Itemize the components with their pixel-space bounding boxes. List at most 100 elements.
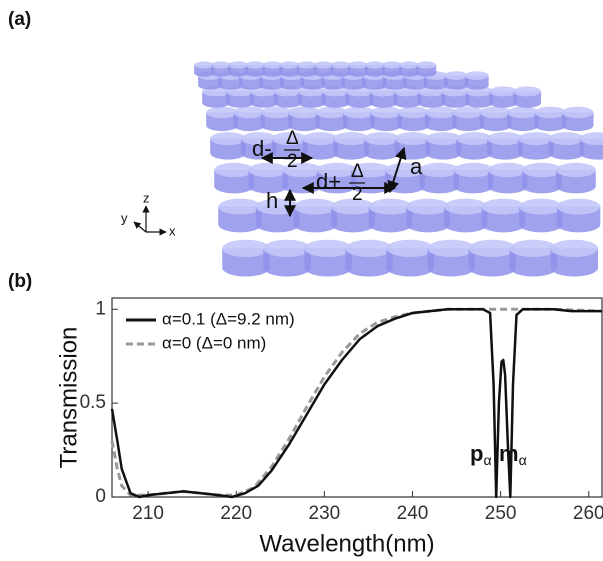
nanodisk-top — [522, 162, 562, 178]
nanodisk-top — [452, 106, 485, 119]
plot-frame — [111, 297, 603, 498]
nanodisk-top — [507, 106, 539, 119]
nanodisk-top — [262, 61, 283, 69]
nanodisk-top — [382, 61, 402, 69]
nanodisk-top — [342, 106, 375, 119]
label-delta: Δ — [286, 128, 299, 149]
nanodisk-top — [556, 198, 601, 215]
nanodisk-top — [370, 106, 402, 119]
axis-label: y — [121, 210, 128, 225]
annotation-subscript: α — [483, 452, 491, 468]
label-h: h — [266, 188, 278, 213]
nanodisk-top — [288, 106, 320, 119]
annotation: pα — [470, 441, 492, 468]
nanodisk-top — [218, 198, 262, 215]
x-tick-label: 240 — [397, 503, 429, 524]
nanodisk-top — [419, 162, 460, 178]
nanodisk-top — [313, 61, 334, 69]
nanodisk-top — [248, 162, 288, 178]
annotation: mα — [499, 441, 527, 468]
nanodisk-array — [194, 61, 603, 277]
nanodisk-top — [210, 132, 246, 146]
nanodisk-top — [228, 61, 249, 69]
nanodisk-top — [517, 132, 554, 146]
nanodisk-top — [282, 162, 323, 178]
nanodisk-top — [487, 132, 523, 146]
nanodisk-top — [481, 198, 526, 215]
x-axis-label: Wavelength(nm) — [259, 530, 434, 557]
nanodisk-top — [351, 162, 391, 178]
nanodisk-top — [550, 239, 599, 258]
x-tick-label: 230 — [309, 503, 341, 524]
arrow — [387, 146, 407, 194]
nanodisk-top — [293, 198, 338, 215]
nanodisk-top — [579, 132, 603, 146]
nanodisk-top — [279, 61, 300, 69]
nanodisk-top — [519, 198, 563, 215]
nanodisk-top — [304, 239, 352, 258]
nanodisk-top — [509, 239, 558, 258]
nanodisk-top — [534, 106, 567, 119]
nanodisk-top — [315, 106, 348, 119]
x-tick-label: 210 — [132, 503, 164, 524]
nanodisk-top — [487, 162, 528, 178]
nanodisk-top — [211, 61, 232, 69]
nanodisk-top — [365, 61, 385, 69]
label-delta: Δ — [351, 161, 364, 182]
axis-arrow — [133, 221, 147, 233]
y-tick-label: 0.5 — [80, 392, 106, 413]
nanodisk-top — [214, 162, 254, 178]
nanodisk-top — [425, 106, 457, 119]
nanodisk-top — [489, 86, 518, 97]
nanodisk-top — [453, 162, 494, 178]
nanodisk-top — [260, 106, 293, 119]
nanodisk-top — [513, 86, 542, 97]
nanodisk-top — [561, 106, 594, 119]
nanodisk-top — [364, 132, 400, 146]
y-tick-label: 1 — [95, 298, 106, 319]
nanodisk-top — [386, 239, 434, 258]
label-d-plus: d+ — [316, 169, 341, 194]
panel-label: (a) — [8, 9, 31, 30]
nanodisk-top — [331, 198, 375, 215]
nanodisk-top — [443, 198, 488, 215]
axis-label: x — [169, 223, 176, 238]
nanodisk-top — [556, 162, 596, 178]
nanodisk-top — [263, 239, 311, 258]
nanodisk-top — [399, 61, 420, 69]
nanodisk-top — [333, 132, 369, 146]
panel-label: (b) — [8, 271, 32, 292]
nanodisk-top — [427, 239, 475, 258]
nanodisk-top — [468, 239, 516, 258]
nanodisk-top — [368, 198, 413, 215]
nanodisk-top — [406, 198, 450, 215]
annotations: d- Δ 2 d+ Δ 2 a h z y x — [121, 128, 423, 238]
annotation-text: m — [499, 441, 519, 466]
nanodisk-top — [345, 239, 393, 258]
nanodisk-top — [456, 132, 493, 146]
nanodisk-top — [479, 106, 512, 119]
x-tick-label: 220 — [220, 503, 252, 524]
nanodisk-top — [416, 61, 437, 69]
nanodisk-top — [222, 239, 270, 258]
nanodisk-top — [206, 106, 238, 119]
label-two: 2 — [287, 151, 298, 172]
nanodisk-top — [194, 61, 214, 69]
nanodisk-top — [330, 61, 351, 69]
x-tick-label: 260 — [573, 503, 603, 524]
nanodisk-top — [245, 61, 266, 69]
nanodisk-top — [394, 132, 431, 146]
nanodisk-top — [464, 71, 489, 80]
y-axis-label: Transmission — [55, 327, 82, 469]
nanodisk-top — [425, 132, 462, 146]
chart: (b) 0 0.5 1 210 220 230 240 250 260 Wavelength(nm)… — [8, 271, 603, 557]
label-two: 2 — [352, 184, 363, 205]
line-series — [110, 308, 602, 499]
nanodisk-top — [296, 61, 317, 69]
nanodisk-top — [316, 162, 357, 178]
y-tick-label: 0 — [95, 486, 106, 507]
label-a: a — [410, 154, 423, 179]
nanodisk-top — [233, 106, 266, 119]
nanodisk-top — [444, 71, 469, 80]
